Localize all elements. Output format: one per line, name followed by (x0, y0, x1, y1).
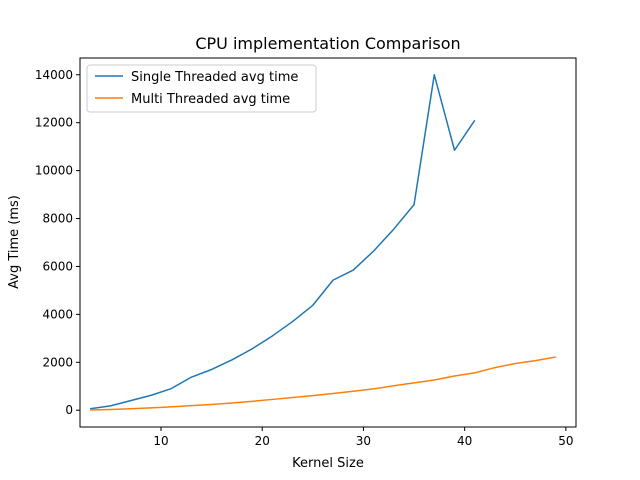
legend-label-multi-threaded: Multi Threaded avg time (131, 92, 290, 107)
plot-frame (79, 57, 577, 428)
x-axis-label: Kernel Size (292, 456, 364, 471)
y-tick-label: 4000 (42, 307, 73, 321)
x-tick-label: 20 (255, 434, 270, 448)
x-tick-label: 50 (558, 434, 573, 448)
y-axis: 0 2000 4000 6000 8000 10000 12000 14000 (35, 68, 80, 417)
y-tick-label: 10000 (35, 164, 73, 178)
y-tick-label: 14000 (35, 68, 73, 82)
x-axis: 10 20 30 40 50 (153, 427, 574, 448)
chart-title: CPU implementation Comparison (195, 34, 460, 53)
series-line-multi-threaded (90, 356, 556, 411)
legend-box (86, 64, 317, 113)
x-tick-label: 40 (457, 434, 472, 448)
series-layer (90, 74, 556, 411)
legend: Single Threaded avg time Multi Threaded … (86, 64, 317, 113)
y-tick-label: 12000 (35, 116, 73, 130)
series-line-single-threaded (90, 74, 476, 410)
x-tick-label: 10 (153, 434, 168, 448)
y-tick-label: 8000 (42, 212, 73, 226)
y-axis-label: Avg Time (ms) (7, 195, 22, 289)
y-tick-label: 6000 (42, 259, 73, 273)
y-tick-label: 2000 (42, 355, 73, 369)
legend-label-single-threaded: Single Threaded avg time (131, 70, 298, 85)
x-tick-label: 30 (356, 434, 371, 448)
y-tick-label: 0 (65, 403, 73, 417)
